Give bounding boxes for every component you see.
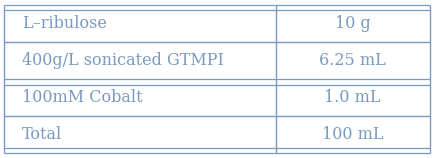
- Text: 100mM Cobalt: 100mM Cobalt: [22, 89, 142, 106]
- Text: 10 g: 10 g: [335, 15, 371, 32]
- Text: 6.25 mL: 6.25 mL: [319, 52, 386, 69]
- Text: 400g/L sonicated GTMPI: 400g/L sonicated GTMPI: [22, 52, 224, 69]
- Text: 1.0 mL: 1.0 mL: [324, 89, 381, 106]
- Text: Total: Total: [22, 126, 62, 143]
- Text: L–ribulose: L–ribulose: [22, 15, 107, 32]
- Text: 100 mL: 100 mL: [322, 126, 383, 143]
